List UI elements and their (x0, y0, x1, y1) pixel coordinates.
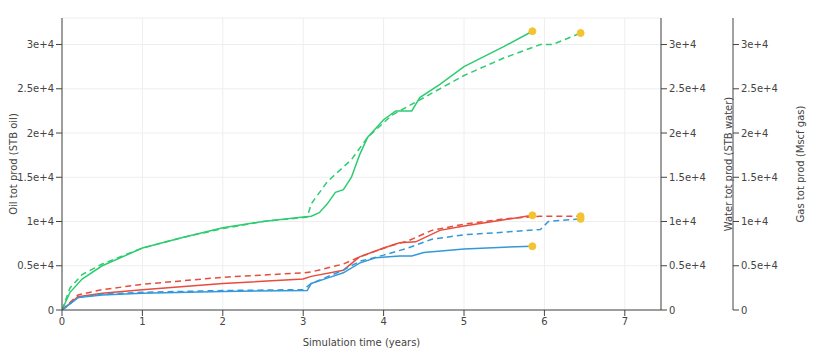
svg-text:2.5e+4: 2.5e+4 (741, 83, 778, 94)
svg-text:1.5e+4: 1.5e+4 (17, 172, 54, 183)
svg-text:0: 0 (59, 316, 65, 327)
svg-text:1e+4: 1e+4 (741, 216, 768, 227)
svg-text:2e+4: 2e+4 (741, 128, 768, 139)
svg-text:0: 0 (48, 305, 54, 316)
svg-text:1e+4: 1e+4 (669, 216, 696, 227)
svg-text:0.5e+4: 0.5e+4 (669, 260, 706, 271)
svg-text:4: 4 (380, 316, 386, 327)
svg-text:0.5e+4: 0.5e+4 (741, 260, 778, 271)
svg-text:1: 1 (139, 316, 145, 327)
svg-text:0: 0 (741, 305, 747, 316)
svg-text:1.5e+4: 1.5e+4 (669, 172, 706, 183)
svg-text:3e+4: 3e+4 (741, 39, 768, 50)
svg-text:5: 5 (461, 316, 467, 327)
svg-text:2: 2 (220, 316, 226, 327)
svg-text:Gas tot prod (Mscf gas): Gas tot prod (Mscf gas) (795, 105, 806, 222)
svg-text:Oil tot prod (STB oil): Oil tot prod (STB oil) (8, 113, 19, 215)
svg-text:1e+4: 1e+4 (27, 216, 54, 227)
svg-text:3: 3 (300, 316, 306, 327)
svg-text:0: 0 (669, 305, 675, 316)
svg-text:Simulation time (years): Simulation time (years) (303, 337, 421, 348)
svg-text:3e+4: 3e+4 (669, 39, 696, 50)
svg-text:3e+4: 3e+4 (27, 39, 54, 50)
svg-text:2e+4: 2e+4 (669, 128, 696, 139)
svg-text:2e+4: 2e+4 (27, 128, 54, 139)
svg-text:2.5e+4: 2.5e+4 (669, 83, 706, 94)
svg-text:6: 6 (541, 316, 547, 327)
svg-text:1.5e+4: 1.5e+4 (741, 172, 778, 183)
svg-text:2.5e+4: 2.5e+4 (17, 83, 54, 94)
svg-text:0.5e+4: 0.5e+4 (17, 260, 54, 271)
svg-text:Water tot prod (STB water): Water tot prod (STB water) (723, 97, 734, 232)
svg-text:7: 7 (622, 316, 628, 327)
